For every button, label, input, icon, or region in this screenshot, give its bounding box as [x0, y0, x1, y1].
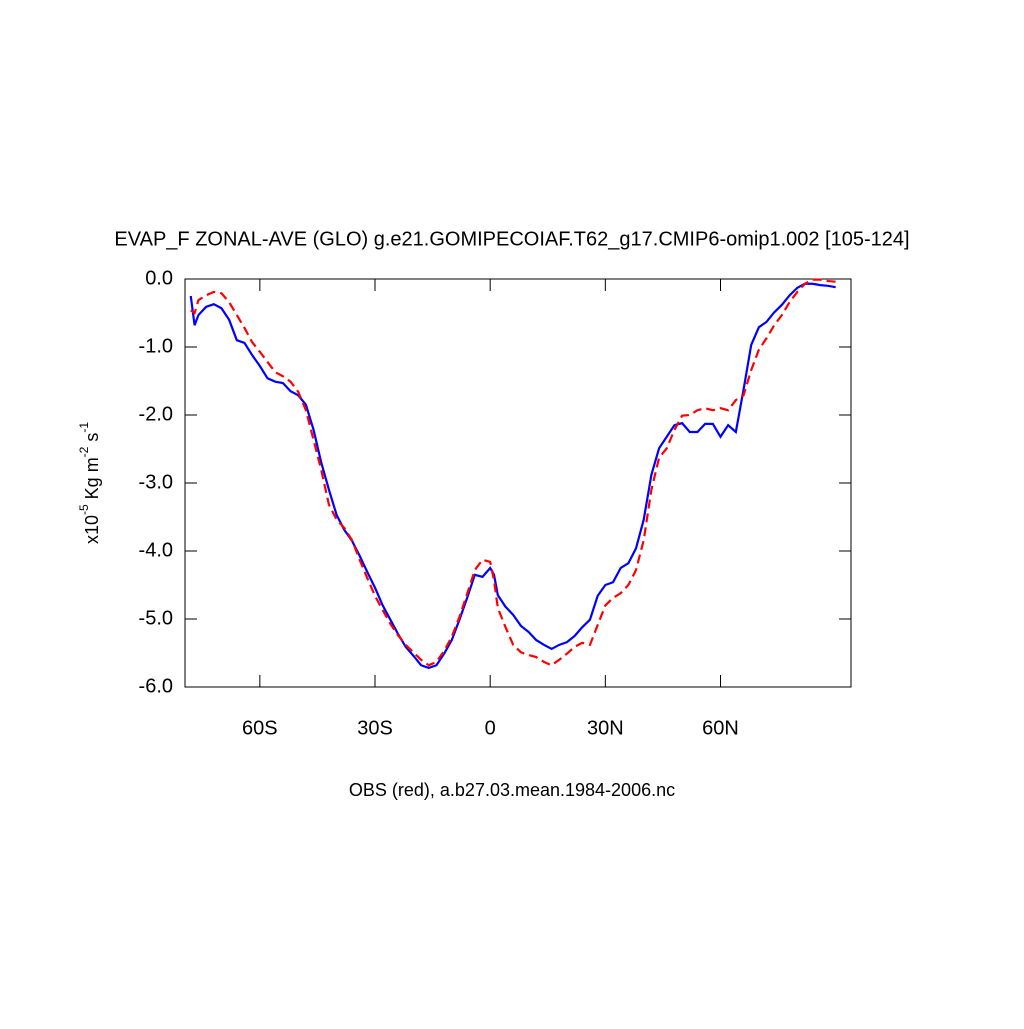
y-axis-label: x10-5 Kg m-2 s-1 [77, 422, 102, 544]
y-tick-label: -2.0 [139, 403, 173, 425]
x-axis-label: OBS (red), a.b27.03.mean.1984-2006.nc [349, 780, 675, 800]
y-tick-label: -5.0 [139, 607, 173, 629]
y-label-part: x10 [82, 515, 102, 544]
data-line [189, 282, 836, 670]
y-label-exponent: -2 [77, 446, 91, 457]
x-tick-label: 60S [242, 717, 278, 739]
y-label-part: Kg m [82, 457, 102, 504]
chart-title: EVAP_F ZONAL-AVE (GLO) g.e21.GOMIPECOIAF… [114, 228, 909, 250]
data-line [190, 278, 836, 667]
y-tick-label: -4.0 [139, 539, 173, 561]
x-tick-label: 60N [702, 717, 739, 739]
x-tick-label: 30S [357, 717, 393, 739]
plot-frame [184, 278, 852, 688]
y-label-exponent: -5 [77, 504, 91, 515]
y-tick-label: 0.0 [145, 267, 173, 289]
x-tick-label: 30N [587, 717, 624, 739]
y-tick-label: -6.0 [139, 675, 173, 697]
y-label-part: s [82, 433, 102, 447]
y-tick-label: -3.0 [139, 471, 173, 493]
y-label-exponent: -1 [77, 422, 91, 433]
y-tick-label: -1.0 [139, 335, 173, 357]
x-tick-label: 0 [485, 717, 496, 739]
